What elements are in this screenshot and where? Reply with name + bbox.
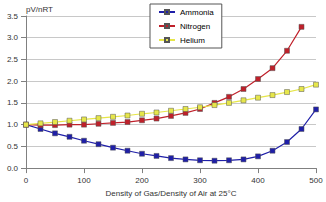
svg-text:Ammonia: Ammonia [180, 8, 214, 17]
svg-text:Density of Gas/Density of Air: Density of Gas/Density of Air at 25°C [106, 189, 237, 198]
svg-text:300: 300 [193, 176, 207, 185]
svg-text:3.5: 3.5 [7, 12, 19, 21]
svg-text:0.5: 0.5 [7, 142, 19, 151]
svg-text:2.5: 2.5 [7, 55, 19, 64]
svg-text:0.0: 0.0 [7, 164, 19, 173]
svg-text:200: 200 [135, 176, 149, 185]
svg-text:1.0: 1.0 [7, 120, 19, 129]
svg-text:500: 500 [309, 176, 323, 185]
svg-text:3.0: 3.0 [7, 33, 19, 42]
svg-text:Nitrogen: Nitrogen [180, 22, 210, 31]
svg-text:pV/nRT: pV/nRT [26, 5, 53, 14]
svg-text:100: 100 [77, 176, 91, 185]
svg-text:Helium: Helium [180, 36, 205, 45]
svg-text:1.5: 1.5 [7, 98, 19, 107]
svg-text:2.0: 2.0 [7, 77, 19, 86]
svg-text:400: 400 [251, 176, 265, 185]
svg-text:0: 0 [24, 176, 29, 185]
